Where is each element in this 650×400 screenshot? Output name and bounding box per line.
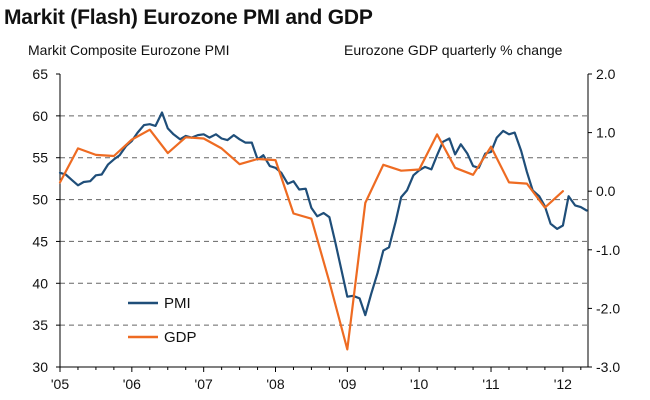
x-tick-label: '07	[195, 376, 213, 392]
right-axis-title: Eurozone GDP quarterly % change	[344, 42, 563, 58]
left-tick-label: 65	[32, 66, 48, 82]
x-tick-label: '08	[266, 376, 284, 392]
left-axis-title: Markit Composite Eurozone PMI	[28, 42, 230, 58]
left-tick-label: 40	[32, 275, 48, 291]
left-tick-label: 55	[32, 150, 48, 166]
x-tick-label: '10	[410, 376, 428, 392]
right-tick-label: 2.0	[596, 66, 616, 82]
x-tick-label: '06	[123, 376, 141, 392]
gridlines	[60, 115, 588, 326]
pmi-line	[58, 111, 588, 317]
left-tick-label: 45	[32, 233, 48, 249]
legend: PMI GDP	[128, 295, 197, 346]
left-tick-label: 60	[32, 108, 48, 124]
legend-label-pmi: PMI	[164, 295, 191, 312]
series	[58, 111, 588, 351]
chart-title: Markit (Flash) Eurozone PMI and GDP	[4, 6, 373, 29]
right-tick-label: -2.0	[596, 300, 620, 316]
left-tick-label: 50	[32, 192, 48, 208]
legend-label-gdp: GDP	[164, 329, 197, 346]
x-tick-label: '09	[338, 376, 356, 392]
left-tick-label: 35	[32, 317, 48, 333]
x-tick-label: '05	[51, 376, 69, 392]
axes: 65 60 55 50 45 40 35 30 2.0 1.0 0.0 -1.0 -2.0 -3.0 '05…	[32, 66, 620, 392]
right-tick-label: -3.0	[596, 359, 620, 375]
x-tick-label: '12	[554, 376, 572, 392]
right-tick-label: 0.0	[596, 183, 616, 199]
x-tick-label: '11	[482, 376, 499, 392]
right-tick-label: 1.0	[596, 125, 616, 141]
left-tick-label: 30	[32, 359, 48, 375]
gdp-line	[58, 128, 564, 351]
right-tick-label: -1.0	[596, 242, 620, 258]
